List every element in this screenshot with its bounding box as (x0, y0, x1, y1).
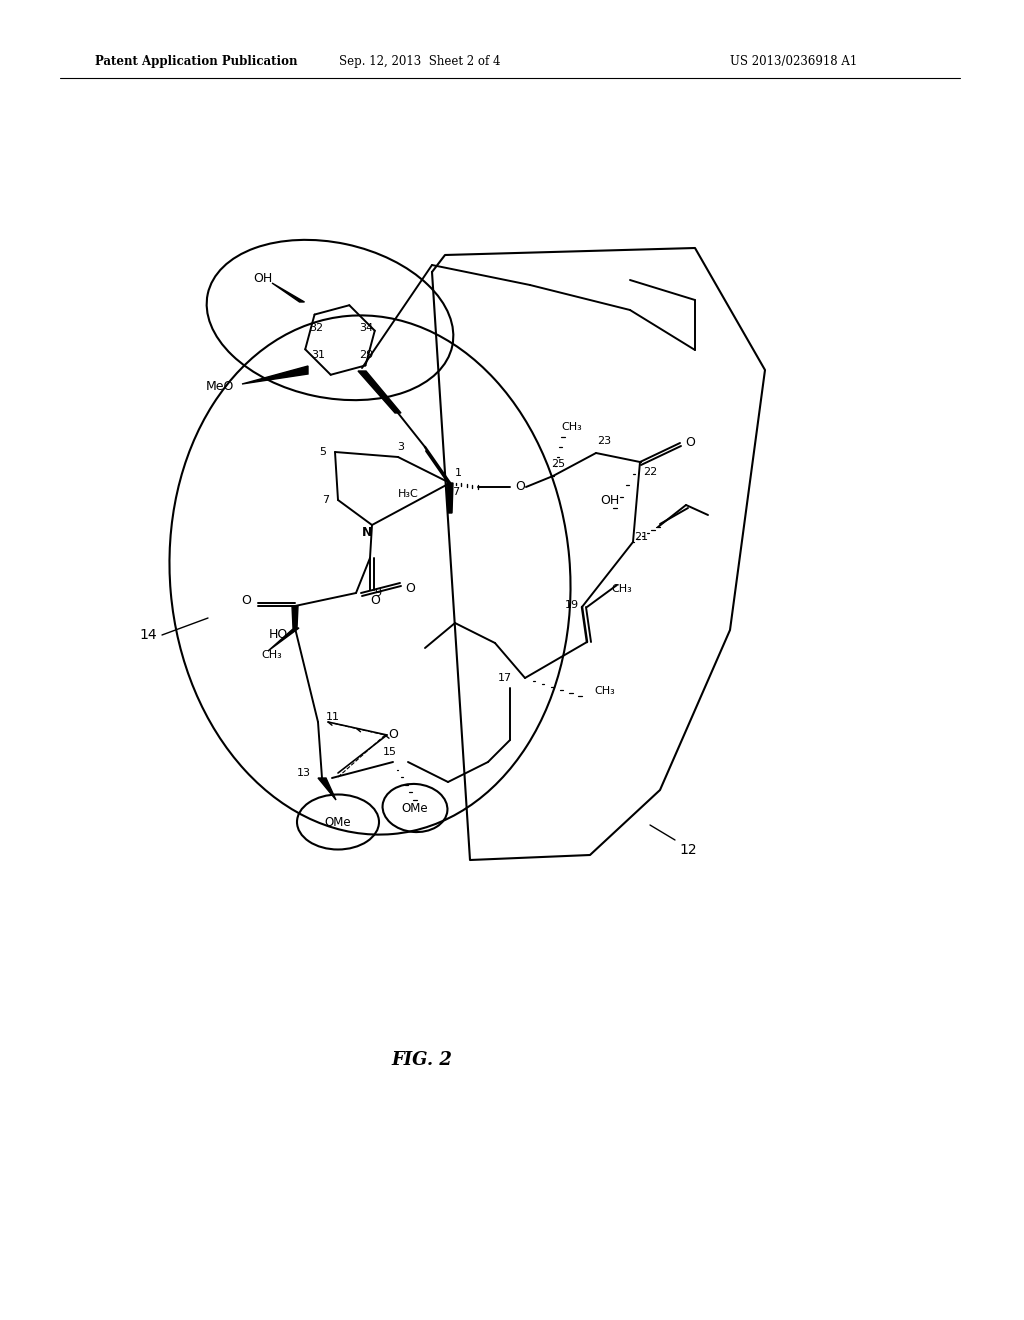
Text: 5: 5 (319, 447, 327, 457)
Text: O: O (241, 594, 251, 607)
Text: Sep. 12, 2013  Sheet 2 of 4: Sep. 12, 2013 Sheet 2 of 4 (339, 55, 501, 69)
Text: O: O (370, 594, 380, 606)
Polygon shape (292, 606, 298, 628)
Text: O: O (515, 480, 525, 494)
Text: 7: 7 (323, 495, 330, 506)
Text: 25: 25 (551, 459, 565, 469)
Text: 21: 21 (634, 532, 648, 543)
Text: N: N (361, 527, 372, 540)
Text: 19: 19 (565, 601, 579, 610)
Text: 31: 31 (311, 350, 325, 360)
Text: CH₃: CH₃ (611, 583, 633, 594)
Text: OH: OH (600, 494, 620, 507)
Text: FIG. 2: FIG. 2 (391, 1051, 453, 1069)
Text: 27: 27 (445, 487, 460, 498)
Text: O: O (388, 729, 398, 742)
Text: O: O (406, 582, 415, 594)
Text: O: O (685, 437, 695, 450)
Text: Patent Application Publication: Patent Application Publication (95, 55, 298, 69)
Text: OMe: OMe (325, 816, 351, 829)
Text: 9: 9 (375, 587, 382, 598)
Text: 15: 15 (383, 747, 397, 756)
Text: H₃C: H₃C (397, 488, 419, 499)
Polygon shape (242, 366, 308, 384)
Polygon shape (272, 282, 304, 302)
Text: 17: 17 (498, 673, 512, 682)
Text: 13: 13 (297, 768, 311, 777)
Text: 1: 1 (455, 469, 462, 478)
Text: 12: 12 (679, 843, 696, 857)
Text: 34: 34 (359, 323, 373, 333)
Text: CH₃: CH₃ (561, 422, 583, 432)
Text: MeO: MeO (206, 380, 234, 392)
Polygon shape (358, 371, 401, 413)
Text: HO: HO (268, 628, 288, 642)
Text: CH₃: CH₃ (595, 686, 615, 696)
Text: 29: 29 (358, 350, 373, 360)
Text: CH₃: CH₃ (261, 649, 283, 660)
Polygon shape (447, 483, 453, 513)
Text: 14: 14 (139, 628, 157, 642)
Polygon shape (318, 777, 336, 800)
Text: US 2013/0236918 A1: US 2013/0236918 A1 (730, 55, 857, 69)
Text: OH: OH (253, 272, 272, 285)
Text: 11: 11 (326, 711, 340, 722)
Text: 3: 3 (397, 442, 404, 451)
Text: 22: 22 (643, 467, 657, 477)
Text: 23: 23 (597, 436, 611, 446)
Text: 32: 32 (309, 323, 323, 333)
Text: OMe: OMe (401, 801, 428, 814)
Polygon shape (268, 628, 299, 651)
